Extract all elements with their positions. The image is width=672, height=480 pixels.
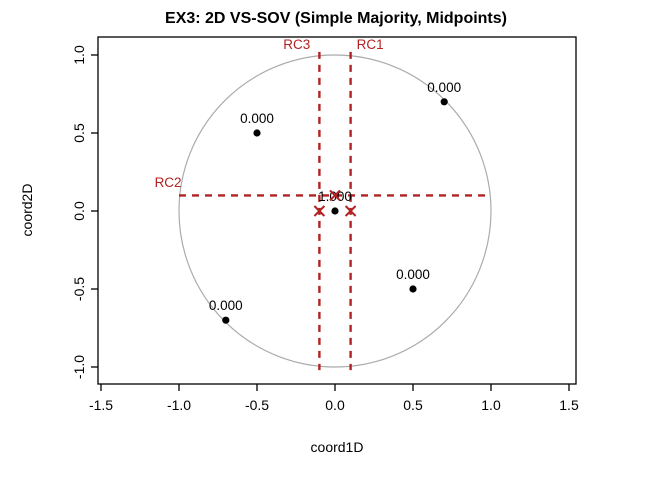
x-tick-label: -1.5 [89, 397, 113, 413]
data-point-label: 0.000 [209, 298, 243, 313]
data-point-label: 0.000 [396, 267, 430, 282]
data-point [253, 129, 261, 137]
y-tick-label: -0.5 [71, 277, 87, 301]
midpoint-x-icon [329, 189, 341, 202]
unit-circle [178, 54, 492, 368]
data-point [440, 98, 448, 106]
y-tick-label: 1.0 [71, 45, 87, 65]
cut-line-label-rc1: RC1 [357, 37, 384, 52]
data-point [222, 316, 230, 324]
x-tick-label: 0.0 [325, 397, 345, 413]
x-tick-label: -0.5 [245, 397, 269, 413]
data-point-label: 0.000 [427, 80, 461, 95]
y-tick-label: -1.0 [71, 355, 87, 379]
x-tick-label: 1.5 [559, 397, 579, 413]
y-tick-label: 0.0 [71, 201, 87, 221]
midpoint-x-icon [313, 205, 326, 217]
x-tick-label: 0.5 [403, 397, 423, 413]
x-tick-label: 1.0 [481, 397, 501, 413]
x-axis-title: coord1D [310, 439, 364, 455]
data-point [409, 285, 417, 293]
data-point-label: 0.000 [240, 111, 274, 126]
data-point [331, 207, 339, 215]
y-tick-label: 0.5 [71, 123, 87, 143]
x-tick-label: -1.0 [167, 397, 191, 413]
cut-line-label-rc3: RC3 [283, 37, 310, 52]
y-axis-title: coord2D [19, 183, 35, 237]
cut-line-label-rc2: RC2 [155, 175, 182, 190]
chart-title: EX3: 2D VS-SOV (Simple Majority, Midpoin… [165, 10, 507, 27]
midpoint-x-icon [344, 205, 357, 217]
